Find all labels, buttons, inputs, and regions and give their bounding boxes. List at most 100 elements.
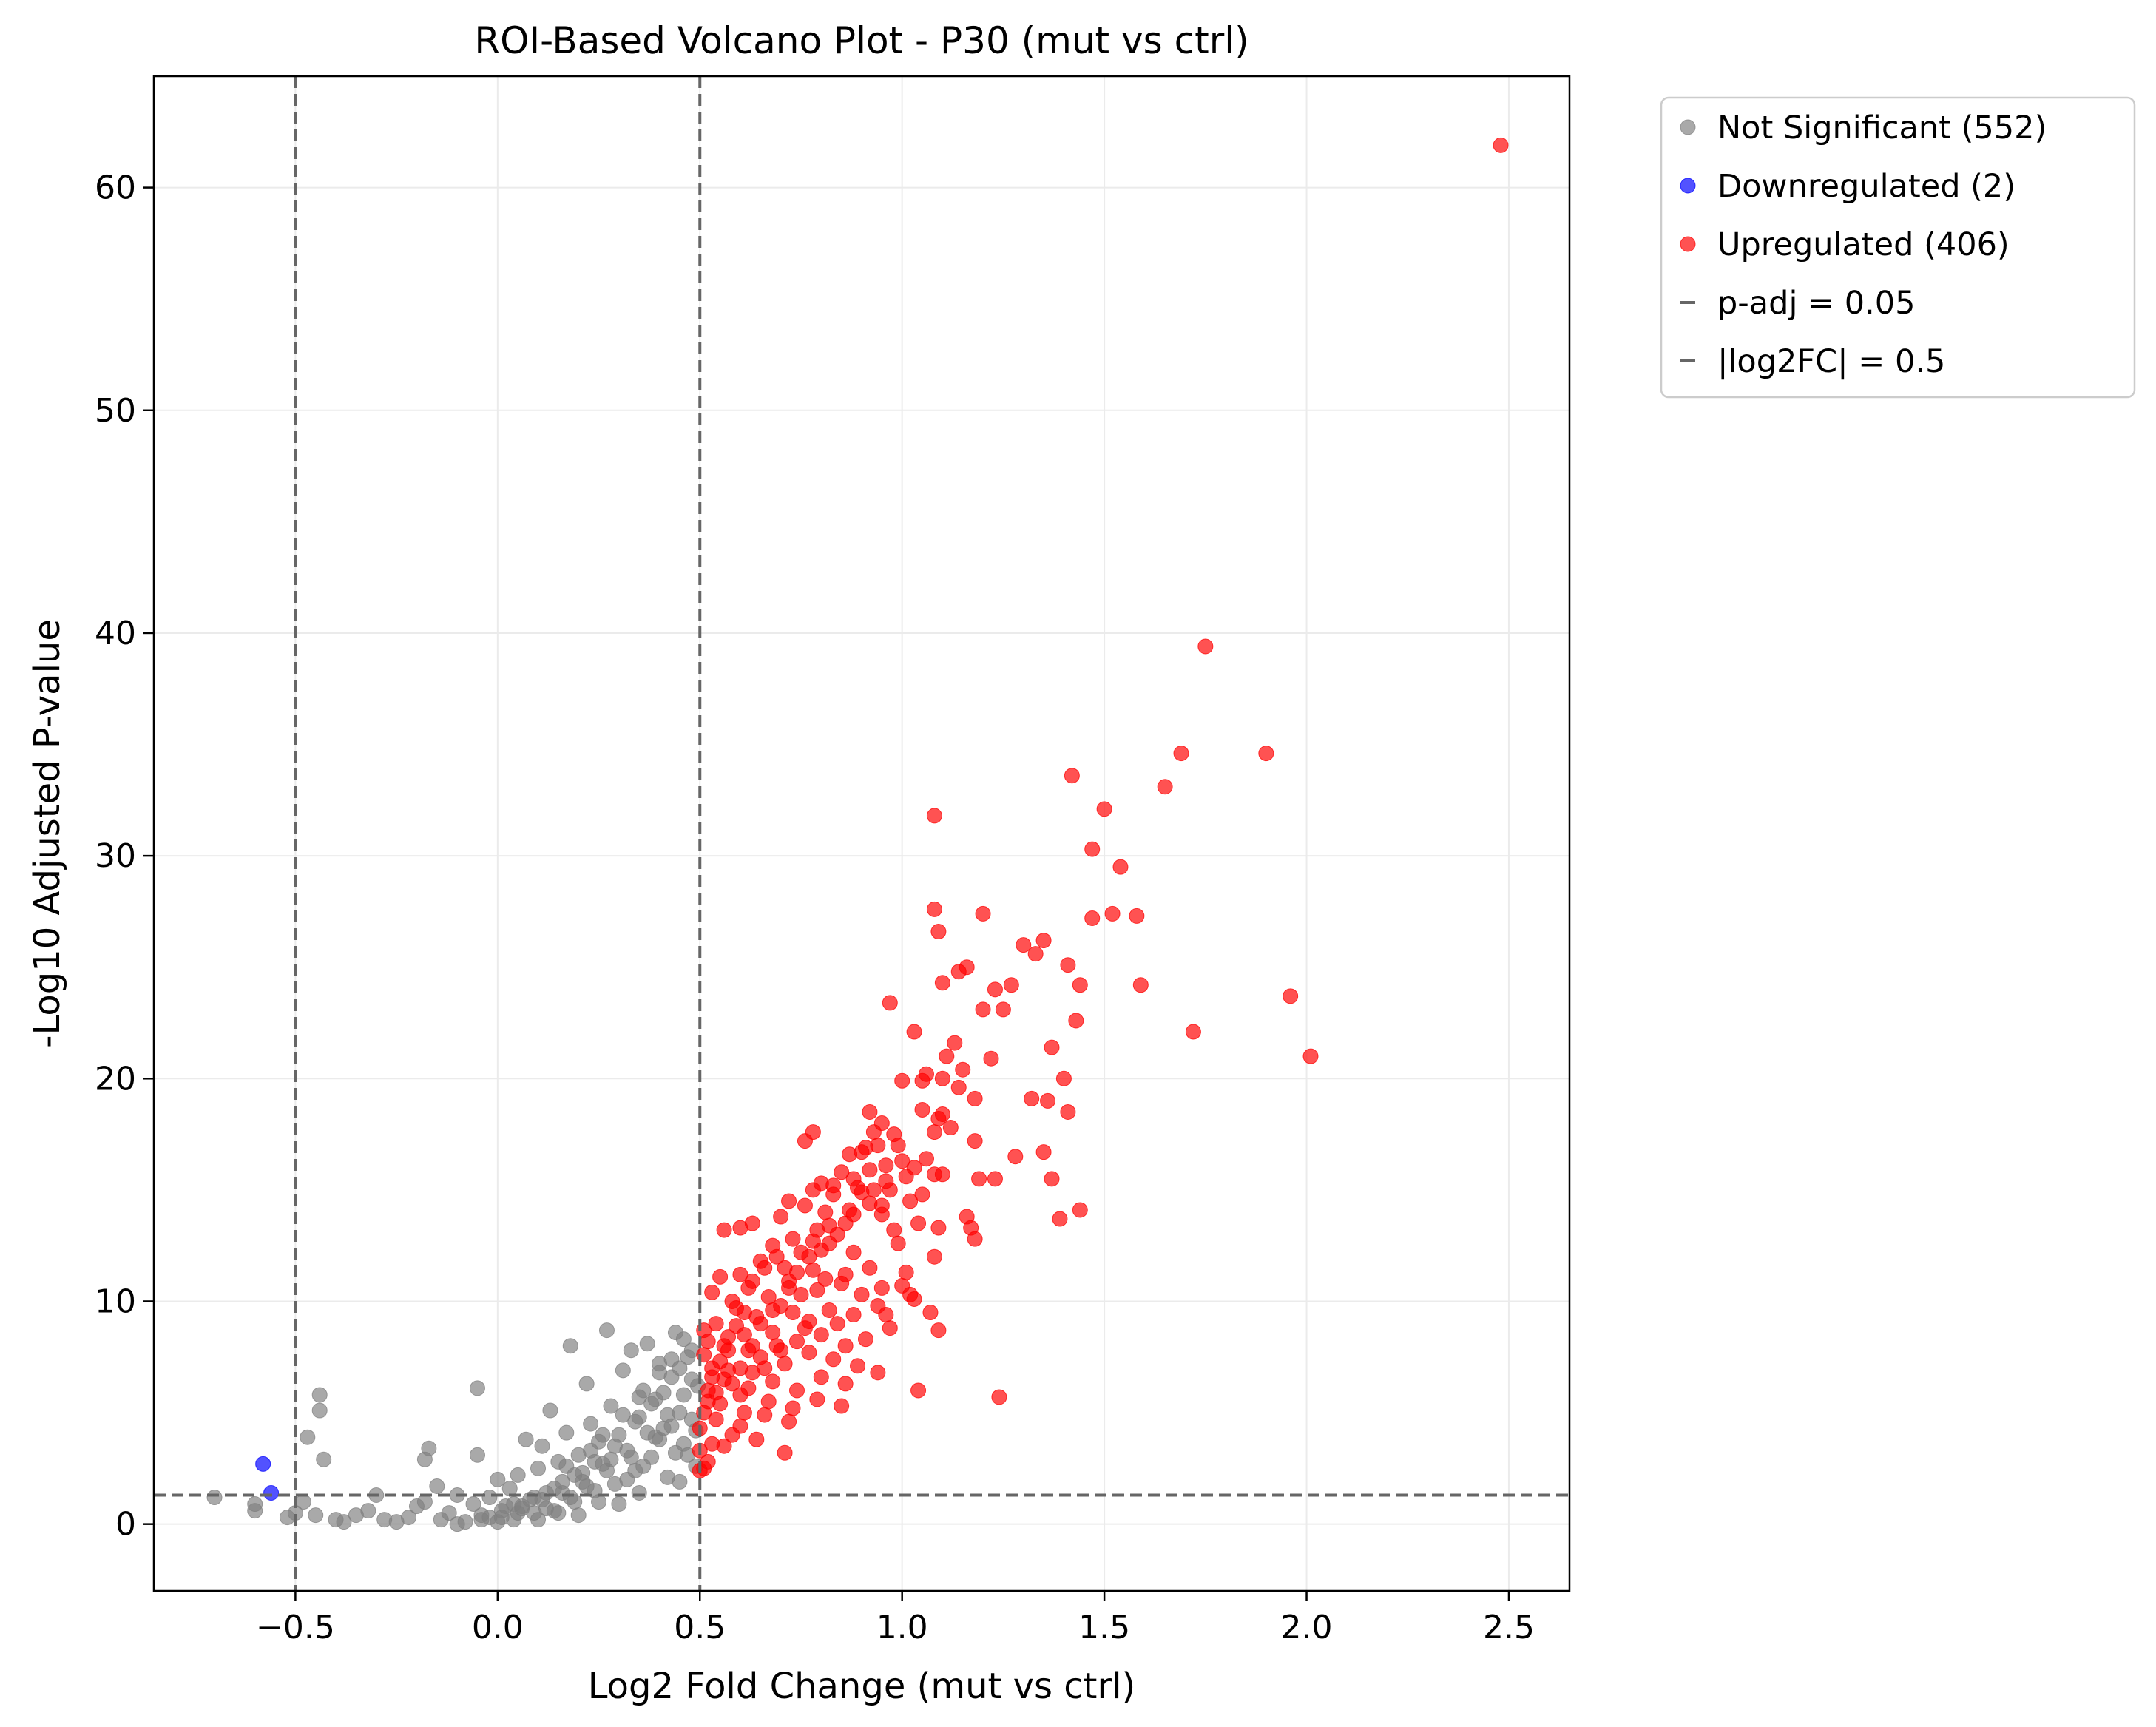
- upregulated-point: [930, 1220, 947, 1236]
- not-significant-point: [469, 1380, 485, 1396]
- legend-label: p-adj = 0.05: [1717, 285, 1916, 322]
- upregulated-point: [845, 1307, 862, 1323]
- x-tick-label: 0.0: [472, 1609, 524, 1646]
- upregulated-point: [757, 1360, 773, 1376]
- not-significant-point: [663, 1351, 680, 1368]
- y-tick-label: 40: [95, 615, 136, 652]
- upregulated-point: [922, 1305, 939, 1321]
- upregulated-point: [809, 1282, 825, 1298]
- upregulated-point: [862, 1260, 878, 1276]
- legend-marker: [1680, 178, 1696, 194]
- upregulated-point: [882, 995, 898, 1011]
- upregulated-point: [1024, 1090, 1040, 1106]
- not-significant-point: [611, 1496, 627, 1513]
- upregulated-point: [1016, 937, 1032, 953]
- upregulated-point: [704, 1369, 720, 1385]
- not-significant-point: [514, 1498, 530, 1515]
- legend-item: |log2FC| = 0.5: [1680, 343, 1945, 380]
- upregulated-point: [1064, 768, 1080, 784]
- upregulated-point: [1044, 1171, 1060, 1187]
- legend-item: p-adj = 0.05: [1680, 285, 1916, 322]
- upregulated-point: [983, 1050, 999, 1067]
- upregulated-point: [950, 1079, 967, 1095]
- not-significant-point: [655, 1385, 672, 1401]
- upregulated-point: [773, 1209, 789, 1225]
- plot-frame: [152, 75, 1571, 1592]
- x-axis-ticks: −0.5 0.0 0.5 1.0 1.5 2.0 2.5: [256, 1591, 1535, 1646]
- upregulated-point: [1068, 1013, 1084, 1029]
- upregulated-point: [1044, 1039, 1060, 1055]
- upregulated-point: [797, 1320, 813, 1336]
- chart-title: ROI-Based Volcano Plot - P30 (mut vs ctr…: [474, 19, 1248, 62]
- legend-item: Upregulated (406): [1680, 226, 2010, 263]
- upregulated-point: [862, 1162, 878, 1178]
- not-significant-point: [598, 1462, 615, 1478]
- upregulated-point: [793, 1286, 809, 1302]
- upregulated-point: [1060, 957, 1076, 973]
- upregulated-point: [821, 1235, 837, 1251]
- y-tick-label: 60: [95, 169, 136, 207]
- upregulated-point: [890, 1235, 906, 1251]
- upregulated-point: [1132, 977, 1149, 993]
- legend-marker: [1680, 236, 1696, 252]
- upregulated-point: [724, 1376, 740, 1392]
- upregulated-point: [971, 1171, 987, 1187]
- upregulated-point: [700, 1334, 716, 1350]
- upregulated-point: [785, 1305, 801, 1321]
- legend-label: |log2FC| = 0.5: [1717, 343, 1945, 380]
- upregulated-point: [934, 1166, 950, 1183]
- upregulated-point: [736, 1327, 752, 1343]
- not-significant-point: [534, 1438, 550, 1454]
- not-significant-point: [316, 1451, 332, 1467]
- upregulated-point: [834, 1398, 850, 1414]
- upregulated-point: [882, 1182, 898, 1198]
- upregulated-point: [720, 1362, 737, 1379]
- not-significant-point: [598, 1322, 615, 1339]
- upregulated-point: [1084, 910, 1101, 926]
- upregulated-point: [870, 1365, 886, 1381]
- not-significant-point: [623, 1449, 639, 1465]
- upregulated-point: [878, 1157, 894, 1174]
- not-significant-point: [672, 1473, 688, 1490]
- upregulated-point: [1104, 905, 1121, 922]
- x-axis-label: Log2 Fold Change (mut vs ctrl): [588, 1666, 1136, 1707]
- upregulated-point: [890, 1138, 906, 1154]
- y-tick-label: 30: [95, 837, 136, 875]
- upregulated-point: [1055, 1070, 1072, 1086]
- upregulated-point: [873, 1280, 890, 1296]
- not-significant-point: [336, 1514, 352, 1530]
- not-significant-point: [493, 1503, 510, 1519]
- upregulated-point: [898, 1264, 914, 1280]
- y-tick-label: 20: [95, 1060, 136, 1098]
- upregulated-point: [914, 1186, 930, 1203]
- upregulated-point: [773, 1342, 789, 1359]
- upregulated-point: [967, 1090, 983, 1106]
- upregulated-point: [1129, 908, 1145, 924]
- not-significant-point: [360, 1503, 376, 1519]
- upregulated-point: [1157, 779, 1173, 795]
- upregulated-point: [857, 1331, 873, 1348]
- not-significant-point: [639, 1336, 655, 1352]
- upregulated-point: [930, 1111, 947, 1127]
- upregulated-point: [768, 1248, 785, 1265]
- not-significant-point: [631, 1389, 647, 1405]
- upregulated-point: [781, 1280, 797, 1296]
- upregulated-point: [926, 1124, 942, 1140]
- not-significant-point: [623, 1342, 639, 1359]
- upregulated-point: [842, 1202, 858, 1218]
- upregulated-point: [817, 1271, 834, 1287]
- legend-item: Downregulated (2): [1680, 168, 2015, 205]
- x-tick-label: 0.5: [674, 1609, 726, 1646]
- upregulated-point: [882, 1320, 898, 1336]
- upregulated-point: [716, 1438, 732, 1454]
- not-significant-point: [300, 1429, 316, 1445]
- not-significant-point: [308, 1507, 324, 1524]
- upregulated-point: [1060, 1104, 1076, 1120]
- upregulated-point: [930, 924, 947, 940]
- upregulated-point: [1173, 746, 1189, 762]
- not-significant-point: [591, 1494, 607, 1510]
- upregulated-point: [821, 1217, 837, 1234]
- upregulated-point: [765, 1302, 781, 1319]
- upregulated-point: [732, 1220, 748, 1236]
- upregulated-point: [865, 1124, 882, 1140]
